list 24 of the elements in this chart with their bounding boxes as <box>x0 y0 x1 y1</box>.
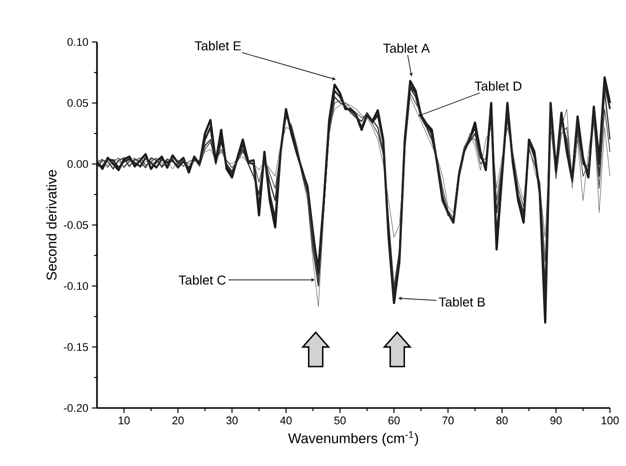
x-tick-label: 60 <box>388 416 400 424</box>
annotation: Tablet C <box>178 275 226 285</box>
x-tick-label: 70 <box>442 416 454 424</box>
x-tick-label: 80 <box>496 416 508 424</box>
x-tick-label: 10 <box>118 416 130 424</box>
x-axis-title: Wavenumbers (cm$^{-1}$) <box>288 431 418 446</box>
annotation: Tablet D <box>474 81 522 91</box>
x-tick-label: 100 <box>602 416 619 424</box>
y-tick-label: 0.00 <box>67 160 88 168</box>
y-tick-label: -0.05 <box>64 221 88 229</box>
annotation: Tablet B <box>438 297 485 307</box>
x-tick-label: 20 <box>172 416 184 424</box>
y-tick-label: 0.05 <box>67 99 88 107</box>
x-tick-label: 40 <box>280 416 292 424</box>
x-tick-label: 90 <box>550 416 562 424</box>
annotation: Tablet E <box>194 40 241 50</box>
x-tick-label: 30 <box>226 416 238 424</box>
y-tick-label: -0.15 <box>64 343 88 351</box>
annotation: Tablet A <box>383 43 430 53</box>
y-tick-label: 0.10 <box>67 38 88 46</box>
y-axis-title: Second derivative <box>46 170 57 280</box>
y-tick-label: -0.10 <box>64 282 88 290</box>
x-tick-label: 50 <box>334 416 346 424</box>
y-tick-label: -0.20 <box>64 404 88 412</box>
